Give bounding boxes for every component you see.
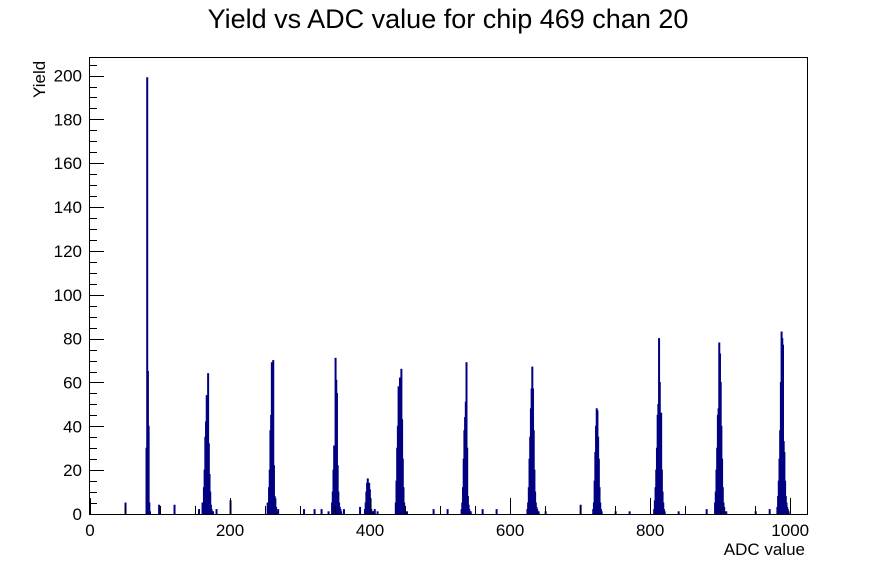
histogram-bar: [600, 511, 603, 515]
histogram-bar: [173, 504, 176, 515]
chart-title: Yield vs ADC value for chip 469 chan 20: [208, 4, 689, 34]
histogram-bar: [359, 506, 362, 515]
histogram-bar: [481, 509, 484, 515]
histogram-bar: [158, 504, 161, 515]
histogram-bar: [495, 509, 498, 515]
histogram-bar: [677, 511, 680, 515]
y-axis-label: Yield: [30, 61, 49, 98]
histogram-bar: [705, 509, 708, 515]
histogram-bar: [275, 511, 278, 515]
y-axis: 0 20 40 60 80 100 120 140 160 180 200: [54, 65, 104, 524]
x-tick-label: 800: [636, 521, 664, 540]
x-axis: 0 200 400 600 800 1000: [85, 498, 809, 540]
plot-frame: [89, 57, 808, 515]
histogram-bar: [215, 509, 218, 515]
y-tick-label: 0: [73, 505, 82, 524]
histogram-bar: [469, 511, 472, 515]
y-tick-label: 180: [54, 110, 82, 129]
y-tick-label: 140: [54, 198, 82, 217]
y-tick-label: 40: [63, 417, 82, 436]
histogram-bar: [277, 509, 280, 515]
y-tick-label: 160: [54, 154, 82, 173]
histogram-bar: [342, 509, 345, 515]
y-tick-label: 80: [63, 330, 82, 349]
histogram-bar: [340, 511, 343, 515]
histogram-bar: [723, 511, 726, 515]
y-tick-label: 100: [54, 286, 82, 305]
histogram-bar: [320, 509, 323, 515]
histogram-bar: [663, 511, 666, 515]
x-tick-label: 400: [356, 521, 384, 540]
x-tick-label: 200: [216, 521, 244, 540]
histogram-bar: [787, 511, 790, 515]
y-tick-label: 120: [54, 242, 82, 261]
histogram-bar: [201, 502, 204, 515]
histogram-bar: [725, 511, 728, 515]
histogram-bar: [212, 511, 215, 515]
histogram-bar: [198, 509, 201, 515]
histogram-bar: [313, 509, 316, 515]
histogram-bar: [376, 511, 379, 515]
histogram-bars: [124, 77, 790, 515]
histogram-bar: [446, 509, 449, 515]
x-tick-label: 1000: [771, 521, 809, 540]
histogram-bar: [147, 425, 150, 515]
histogram-bar: [266, 502, 269, 515]
histogram-bar: [405, 511, 408, 515]
histogram-bar: [768, 509, 771, 515]
histogram-bar: [327, 511, 330, 515]
histogram-bar: [303, 509, 306, 515]
histogram-bar: [537, 511, 540, 515]
x-tick-label: 600: [496, 521, 524, 540]
histogram-bar: [373, 509, 376, 515]
y-tick-label: 60: [63, 373, 82, 392]
histogram-bar: [536, 509, 539, 515]
x-tick-label: 0: [85, 521, 94, 540]
y-tick-label: 200: [54, 67, 82, 86]
x-axis-label: ADC value: [724, 540, 805, 559]
histogram-bar: [149, 511, 152, 515]
y-tick-label: 20: [63, 461, 82, 480]
histogram-bar: [432, 509, 435, 515]
histogram-bar: [628, 511, 631, 515]
